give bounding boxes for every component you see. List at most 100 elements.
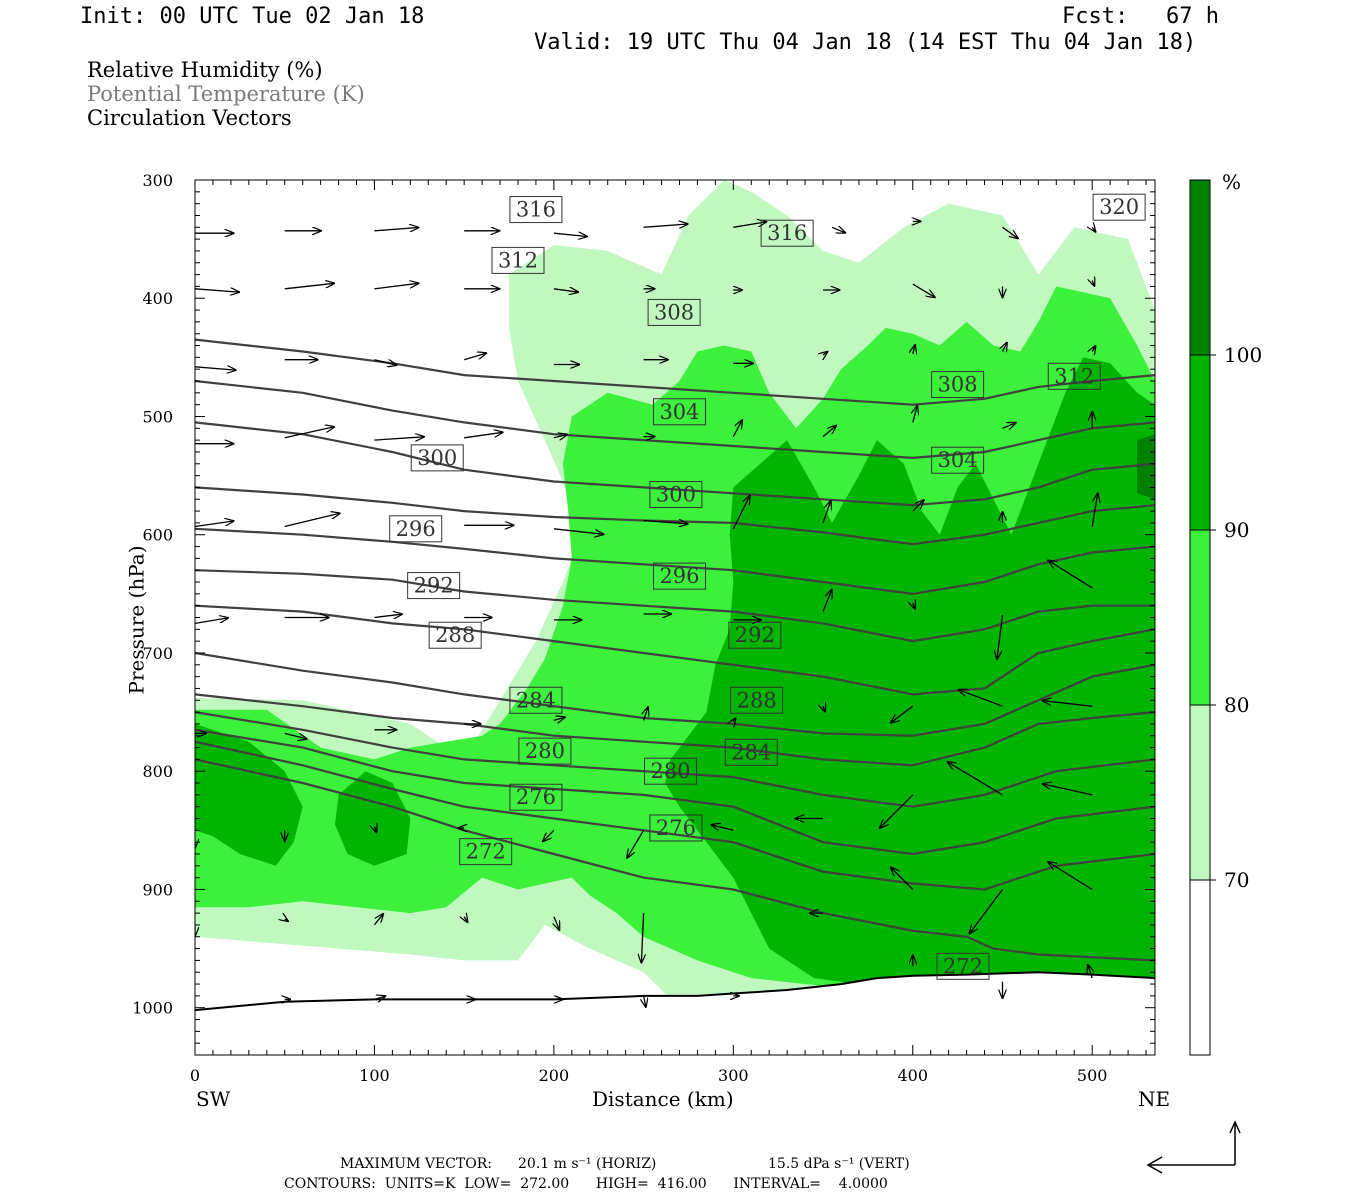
isotherm-label-box bbox=[652, 398, 706, 426]
isotherm-312 bbox=[195, 421, 1155, 507]
circulation-vector bbox=[823, 706, 825, 712]
circulation-vector bbox=[1092, 346, 1095, 352]
rh-region-100 bbox=[1137, 434, 1155, 500]
circulation-vector bbox=[643, 521, 688, 524]
circulation-vector bbox=[641, 913, 643, 963]
isotherm-label-box bbox=[644, 757, 698, 785]
isotherm-label: 300 bbox=[656, 483, 696, 507]
isotherm-label: 284 bbox=[731, 740, 771, 764]
colorbar-segment bbox=[1190, 355, 1210, 530]
isotherm-288 bbox=[195, 693, 1155, 767]
vector-layer bbox=[195, 221, 1098, 1007]
isotherm-label-box bbox=[931, 371, 985, 399]
circulation-vector bbox=[1003, 343, 1007, 352]
y-tick-label: 600 bbox=[142, 526, 173, 545]
colorbar-tick-label: 70 bbox=[1224, 868, 1249, 892]
isotherm-label: 272 bbox=[466, 840, 506, 864]
circulation-vector bbox=[553, 435, 567, 438]
colorbar-frame bbox=[1189, 179, 1211, 1056]
circulation-vector bbox=[553, 528, 604, 535]
circulation-vector bbox=[732, 420, 742, 437]
colorbar-tick-label: 90 bbox=[1224, 518, 1249, 542]
isotherm-296 bbox=[195, 604, 1155, 696]
circulation-vector bbox=[711, 825, 734, 831]
below-ground-mask bbox=[195, 972, 1155, 1055]
circulation-vector bbox=[913, 603, 915, 609]
circulation-vector bbox=[284, 427, 335, 439]
contour-info: CONTOURS: UNITS=K LOW= 272.00 HIGH= 416.… bbox=[284, 1176, 888, 1192]
circulation-vector bbox=[1002, 226, 1018, 238]
isotherm-label: 272 bbox=[943, 954, 983, 978]
x-tick-label: 200 bbox=[539, 1066, 570, 1085]
isotherm-label: 308 bbox=[654, 300, 694, 324]
circulation-vector bbox=[1002, 423, 1016, 429]
circulation-vector bbox=[823, 352, 827, 355]
axis-layer: 300 400 500 600 700 800 900 1000 0 100 200 300 400 50… bbox=[132, 171, 1155, 1085]
isotherm-label: 300 bbox=[417, 446, 457, 470]
circulation-vector bbox=[553, 717, 565, 720]
circulation-vector bbox=[374, 614, 402, 617]
isotherm-280 bbox=[195, 728, 1155, 856]
circulation-vector bbox=[912, 283, 935, 297]
init-time: Init: 00 UTC Tue 02 Jan 18 bbox=[80, 4, 425, 29]
circulation-vector bbox=[1091, 494, 1098, 527]
circulation-vector bbox=[1043, 784, 1093, 796]
isotherm-label-box bbox=[647, 298, 701, 326]
colorbar-segment bbox=[1190, 180, 1210, 355]
isotherm-label-box bbox=[518, 737, 572, 765]
isotherm-label: 304 bbox=[659, 400, 699, 424]
circulation-vector bbox=[822, 501, 831, 524]
isotherm-label: 316 bbox=[767, 221, 807, 245]
circulation-vector bbox=[1088, 965, 1092, 979]
circulation-vector bbox=[553, 233, 587, 236]
circulation-vector bbox=[284, 513, 340, 528]
circulation-vector bbox=[195, 367, 236, 370]
colorbar-segment bbox=[1190, 705, 1210, 880]
circulation-vector bbox=[643, 224, 688, 227]
isotherm-label: 296 bbox=[659, 564, 699, 588]
circulation-vector bbox=[554, 916, 560, 930]
circulation-vector bbox=[627, 829, 645, 858]
isotherm-316 bbox=[195, 379, 1155, 460]
circulation-vector bbox=[644, 995, 646, 1007]
circulation-vector bbox=[644, 707, 648, 721]
isotherm-label: 276 bbox=[516, 785, 556, 809]
circulation-vector bbox=[543, 829, 555, 841]
circulation-vector bbox=[284, 283, 335, 290]
circulation-vector bbox=[891, 705, 914, 723]
ground-line bbox=[195, 971, 1155, 1012]
isotherm-label-box bbox=[459, 838, 513, 866]
forecast-hour: 67 h bbox=[1166, 4, 1219, 29]
ground-layer bbox=[195, 971, 1155, 1055]
circulation-vector bbox=[374, 283, 418, 290]
isotherm-308 bbox=[195, 486, 1155, 546]
circulation-vector bbox=[553, 289, 578, 292]
isotherm-label-box bbox=[1092, 193, 1146, 221]
isotherm-label: 308 bbox=[938, 373, 978, 397]
circulation-vector bbox=[374, 996, 385, 999]
isotherm-label-box bbox=[649, 814, 703, 842]
max-vector-label: MAXIMUM VECTOR: bbox=[340, 1156, 492, 1172]
circulation-vector bbox=[285, 919, 288, 921]
colorbar-tick-label: 100 bbox=[1224, 343, 1262, 367]
isotherm-label-layer: 316 316 320 312 308 308 312 304 300 304 300 296 296 2… bbox=[389, 193, 1146, 980]
rh-region-90 bbox=[335, 771, 411, 866]
circulation-vector bbox=[732, 496, 750, 530]
isotherm-label-box bbox=[649, 481, 703, 509]
isotherm-label: 304 bbox=[938, 448, 978, 472]
isotherm-label-box bbox=[936, 952, 990, 980]
isotherm-label: 296 bbox=[396, 517, 436, 541]
x-tick-label: 0 bbox=[190, 1066, 200, 1085]
reference-vector-icon bbox=[1146, 1120, 1241, 1174]
isotherm-label: 280 bbox=[525, 739, 565, 763]
rh-region-90 bbox=[665, 357, 1155, 990]
isotherm-label-box bbox=[389, 515, 443, 543]
isotherm-label-box bbox=[509, 686, 563, 714]
legend-vectors: Circulation Vectors bbox=[87, 106, 292, 130]
circulation-vector bbox=[1048, 862, 1093, 891]
circulation-vector bbox=[997, 615, 1004, 659]
isotherm-label: 288 bbox=[435, 623, 475, 647]
circulation-vector bbox=[959, 690, 1003, 707]
isotherm-label: 284 bbox=[516, 688, 556, 712]
